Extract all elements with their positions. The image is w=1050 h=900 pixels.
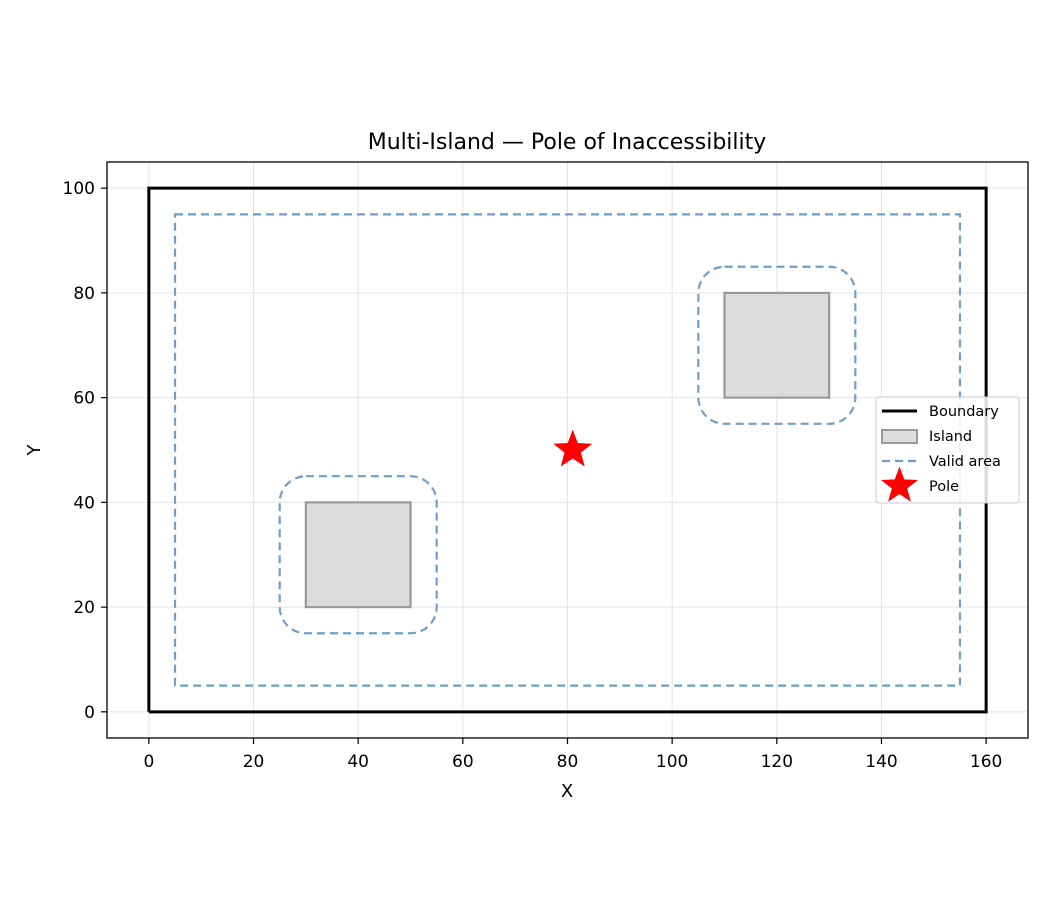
island-layer bbox=[304, 291, 831, 609]
legend: Boundary Island Valid area Pole bbox=[875, 396, 1020, 504]
y-tick-label: 40 bbox=[73, 493, 95, 513]
legend-label: Boundary bbox=[929, 404, 999, 420]
pole-marker bbox=[553, 429, 593, 467]
x-tick-label: 140 bbox=[865, 752, 897, 772]
legend-label: Valid area bbox=[929, 454, 1001, 470]
chart-title: Multi-Island — Pole of Inaccessibility bbox=[368, 130, 767, 155]
x-tick-label: 60 bbox=[452, 752, 474, 772]
y-tick-label: 80 bbox=[73, 284, 95, 304]
legend-pole-handle bbox=[881, 466, 918, 502]
y-tick-label: 20 bbox=[73, 598, 95, 618]
legend-label: Island bbox=[929, 429, 972, 445]
boundary-layer bbox=[147, 186, 988, 714]
valid-area-island-buffer bbox=[278, 475, 438, 635]
boundary-line bbox=[147, 186, 988, 714]
x-tick-label: 120 bbox=[761, 752, 793, 772]
legend-label: Pole bbox=[929, 479, 959, 495]
x-tick-label: 160 bbox=[970, 752, 1002, 772]
tick-layer: 0 20 40 60 80 100 120 140 160 0 20 40 60 80 100 bbox=[63, 179, 1003, 772]
y-tick-label: 0 bbox=[84, 703, 95, 723]
y-tick-label: 100 bbox=[63, 179, 95, 199]
x-tick-label: 20 bbox=[243, 752, 265, 772]
x-tick-label: 100 bbox=[656, 752, 688, 772]
island bbox=[304, 501, 412, 609]
x-tick-label: 80 bbox=[557, 752, 579, 772]
x-tick-label: 40 bbox=[347, 752, 369, 772]
island bbox=[723, 291, 831, 399]
pole-layer bbox=[553, 429, 593, 467]
y-axis-label: Y bbox=[24, 444, 45, 457]
legend-island-handle bbox=[881, 429, 918, 444]
legend-box bbox=[875, 396, 1020, 504]
x-tick-label: 0 bbox=[143, 752, 154, 772]
valid-area-island-buffer bbox=[697, 265, 857, 425]
x-axis-label: X bbox=[561, 781, 573, 802]
y-tick-label: 60 bbox=[73, 389, 95, 409]
